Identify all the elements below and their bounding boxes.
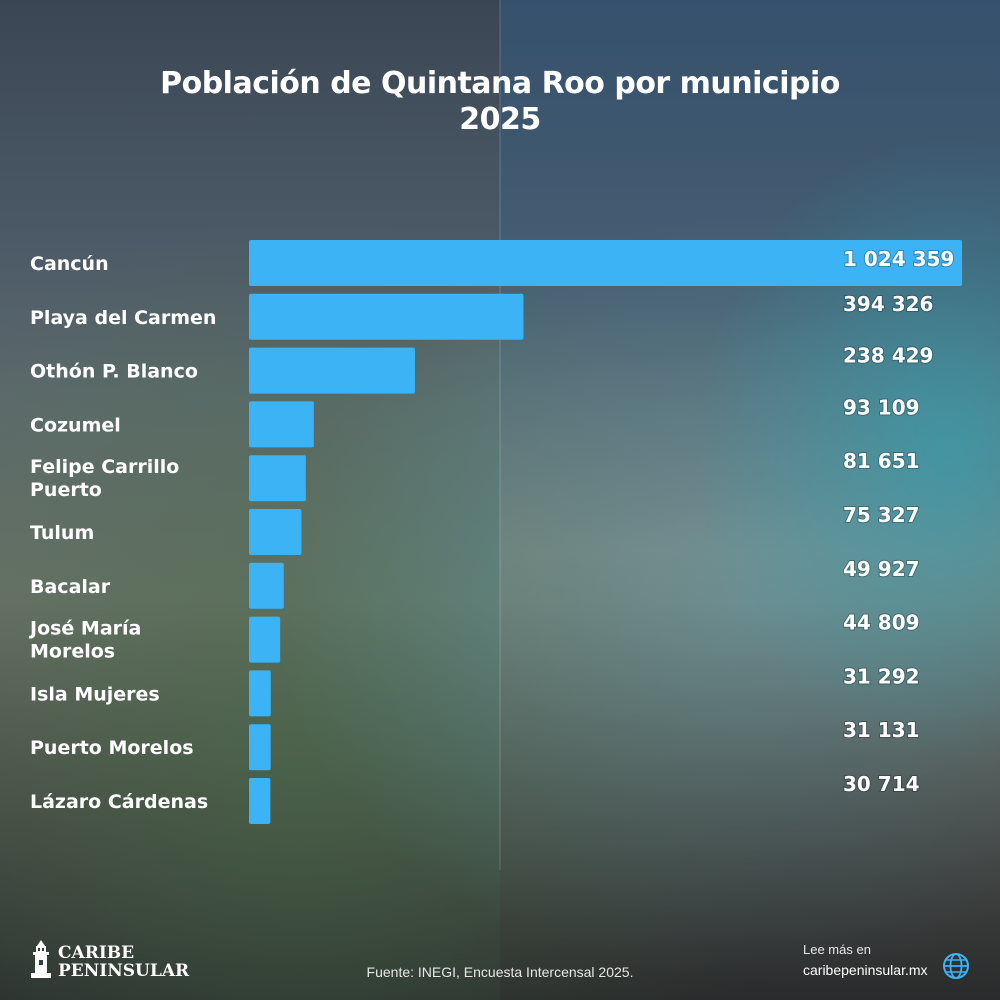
bar-2 bbox=[249, 347, 415, 394]
value-label-8: 31 292 bbox=[843, 664, 920, 688]
category-label-7: José María Morelos bbox=[28, 618, 141, 663]
bar-8 bbox=[249, 670, 271, 717]
category-label-10: Lázaro Cárdenas bbox=[30, 791, 208, 813]
logo-line-2: PENINSULAR bbox=[58, 961, 190, 981]
source-note: Fuente: INEGI, Encuesta Intercensal 2025… bbox=[366, 964, 634, 980]
value-label-1: 394 326 bbox=[843, 292, 933, 316]
value-label-3: 93 109 bbox=[843, 395, 920, 419]
value-label-2: 238 429 bbox=[843, 344, 933, 368]
bar-1 bbox=[249, 293, 524, 340]
bar-9 bbox=[249, 724, 271, 771]
category-label-3: Cozumel bbox=[30, 414, 121, 436]
bar-4 bbox=[249, 455, 306, 502]
value-label-0: 1 024 359 bbox=[843, 247, 954, 271]
category-label-0: Cancún bbox=[30, 253, 109, 275]
value-label-10: 30 714 bbox=[843, 772, 920, 796]
bar-3 bbox=[249, 401, 314, 448]
value-label-9: 31 131 bbox=[843, 718, 920, 742]
bar-10 bbox=[249, 778, 271, 824]
website-link[interactable]: caribepeninsular.mx bbox=[803, 962, 928, 978]
category-label-6: Bacalar bbox=[30, 576, 111, 598]
logo-line-1: CARIBE bbox=[58, 943, 135, 963]
caribe-peninsular-logo[interactable]: CARIBE PENINSULAR bbox=[30, 938, 189, 986]
category-label-1: Playa del Carmen bbox=[30, 307, 216, 329]
chart-title-line-1: Población de Quintana Roo por municipio bbox=[160, 66, 840, 101]
chart-title-line-2: 2025 bbox=[459, 102, 541, 137]
chart-title: Población de Quintana Roo por municipio … bbox=[0, 66, 1000, 138]
read-more-label: Lee más en bbox=[803, 942, 871, 957]
bar-5 bbox=[249, 509, 302, 555]
bar-6 bbox=[249, 562, 284, 609]
category-label-8: Isla Mujeres bbox=[30, 683, 160, 705]
value-label-7: 44 809 bbox=[843, 611, 920, 635]
category-label-4: Felipe Carrillo Puerto bbox=[30, 456, 179, 501]
bar-0 bbox=[249, 240, 962, 286]
value-label-5: 75 327 bbox=[843, 503, 920, 527]
value-label-4: 81 651 bbox=[843, 449, 920, 473]
background-photo-right bbox=[500, 0, 1000, 1000]
bar-7 bbox=[249, 616, 281, 663]
category-label-2: Othón P. Blanco bbox=[30, 361, 198, 383]
lighthouse-icon bbox=[31, 940, 51, 978]
category-label-5: Tulum bbox=[30, 522, 94, 544]
category-label-9: Puerto Morelos bbox=[30, 737, 194, 759]
globe-icon[interactable] bbox=[942, 952, 970, 980]
value-label-6: 49 927 bbox=[843, 557, 920, 581]
photo-divider bbox=[499, 0, 501, 870]
